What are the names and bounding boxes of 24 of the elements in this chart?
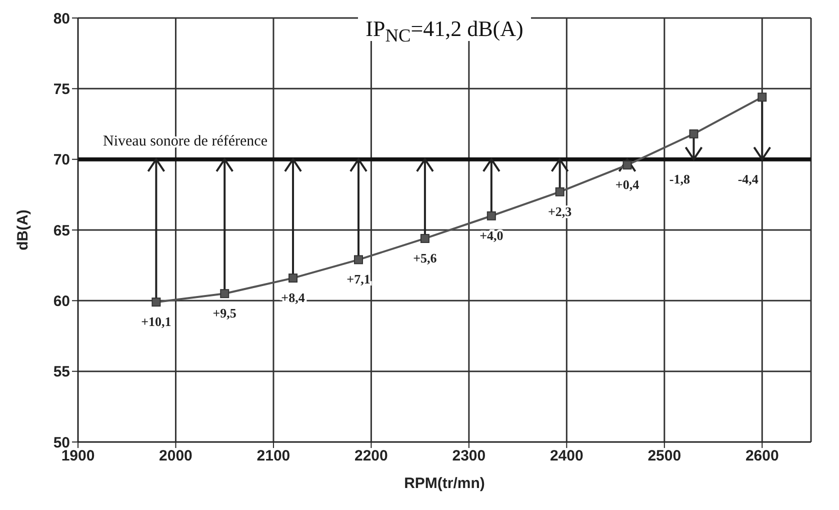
annotation: +9,5 [212,306,237,321]
y-tick-label: 60 [53,292,70,310]
y-tick-label: 75 [53,80,70,98]
x-tick-label: 2400 [550,448,584,465]
x-tick-label: 2100 [256,448,290,465]
annotation: -1,8 [669,171,690,186]
x-axis-title: RPM(tr/mn) [404,475,485,492]
x-tick-label: 2600 [745,448,779,465]
y-axis-title: dB(A) [14,210,32,250]
x-tick-label: 2000 [159,448,192,465]
annotation: +5,6 [413,250,438,266]
y-tick-label: 80 [53,10,70,28]
y-tick-label: 55 [53,364,70,381]
x-tick-label: 2300 [452,448,486,465]
x-tick-label: 2200 [354,448,388,465]
annotation: +10,1 [141,314,172,330]
annotation: +4,0 [480,228,504,243]
annotation: -4,4 [738,171,759,186]
annotation: +0,4 [615,176,640,192]
y-tick-label: 70 [53,152,70,169]
annotation: +7,1 [346,272,370,287]
x-tick-label: 2500 [648,448,682,465]
y-tick-label: 65 [53,222,70,240]
chart-title: IP$_{NC}$=41,2 dB(A) [364,16,524,46]
